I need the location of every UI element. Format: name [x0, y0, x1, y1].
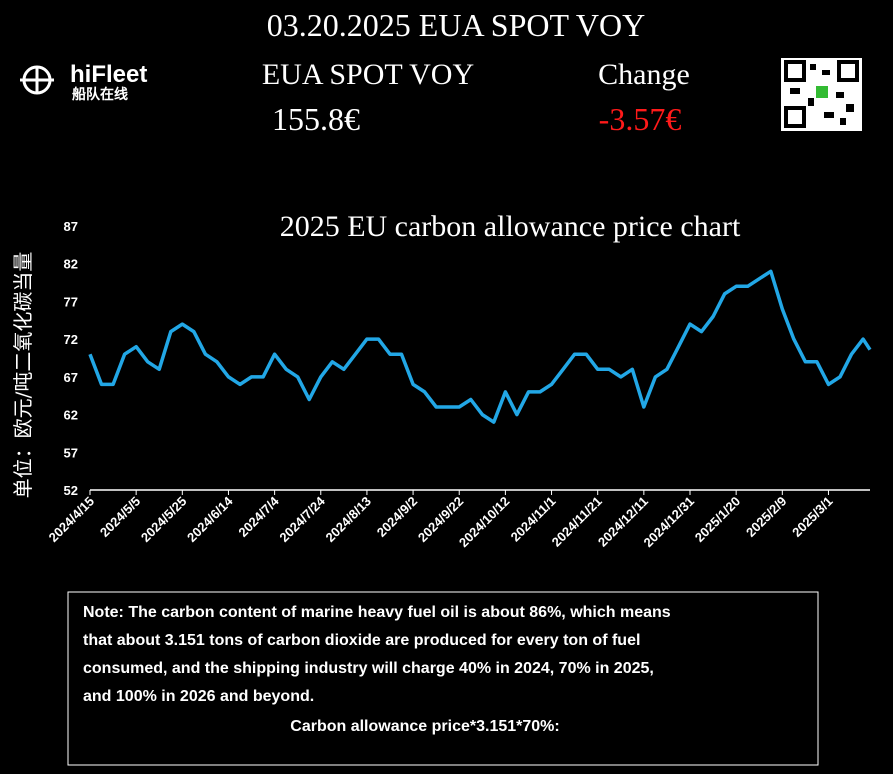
- note-line: that about 3.151 tons of carbon dioxide …: [83, 632, 640, 649]
- y-tick-label: 72: [64, 332, 78, 347]
- price-label: EUA SPOT VOY: [262, 58, 474, 91]
- qr-center: [816, 86, 828, 98]
- qr-module: [846, 104, 854, 112]
- note: Note: The carbon content of marine heavy…: [83, 604, 671, 735]
- qr-module: [824, 112, 834, 118]
- qr-module: [808, 98, 814, 106]
- price-line: [88, 269, 872, 424]
- logo-subtitle: 船队在线: [72, 86, 128, 103]
- qr-module: [810, 64, 816, 70]
- y-tick-label: 57: [64, 445, 78, 460]
- qr-code: [781, 58, 862, 131]
- y-tick-label: 87: [64, 219, 78, 234]
- y-tick-label: 82: [64, 257, 78, 272]
- qr-finder: [784, 106, 806, 128]
- y-tick-label: 62: [64, 408, 78, 423]
- qr-module: [836, 92, 844, 98]
- qr-module: [822, 70, 830, 75]
- qr-module: [790, 88, 800, 94]
- change-label: Change: [598, 58, 690, 91]
- y-tick-label: 77: [64, 294, 78, 309]
- logo: hiFleet 船队在线: [20, 61, 147, 103]
- change-value: -3.57€: [599, 101, 682, 137]
- qr-module: [840, 118, 846, 125]
- y-tick-label: 67: [64, 370, 78, 385]
- qr-finder: [784, 60, 806, 82]
- chart-title: 2025 EU carbon allowance price chart: [280, 210, 741, 243]
- y-axis-label: 单位：欧元/吨二氧化碳当量: [11, 252, 35, 499]
- logo-name: hiFleet: [70, 61, 147, 88]
- note-line: consumed, and the shipping industry will…: [83, 660, 654, 677]
- header-title: 03.20.2025 EUA SPOT VOY: [267, 7, 645, 43]
- note-line: and 100% in 2026 and beyond.: [83, 688, 314, 705]
- note-box: [67, 591, 819, 766]
- note-formula: Carbon allowance price*3.151*70%:: [290, 718, 559, 735]
- price-value: 155.8€: [272, 101, 360, 137]
- qr-finder: [837, 60, 859, 82]
- y-tick-label: 52: [64, 483, 78, 498]
- note-line: Note: The carbon content of marine heavy…: [83, 604, 671, 621]
